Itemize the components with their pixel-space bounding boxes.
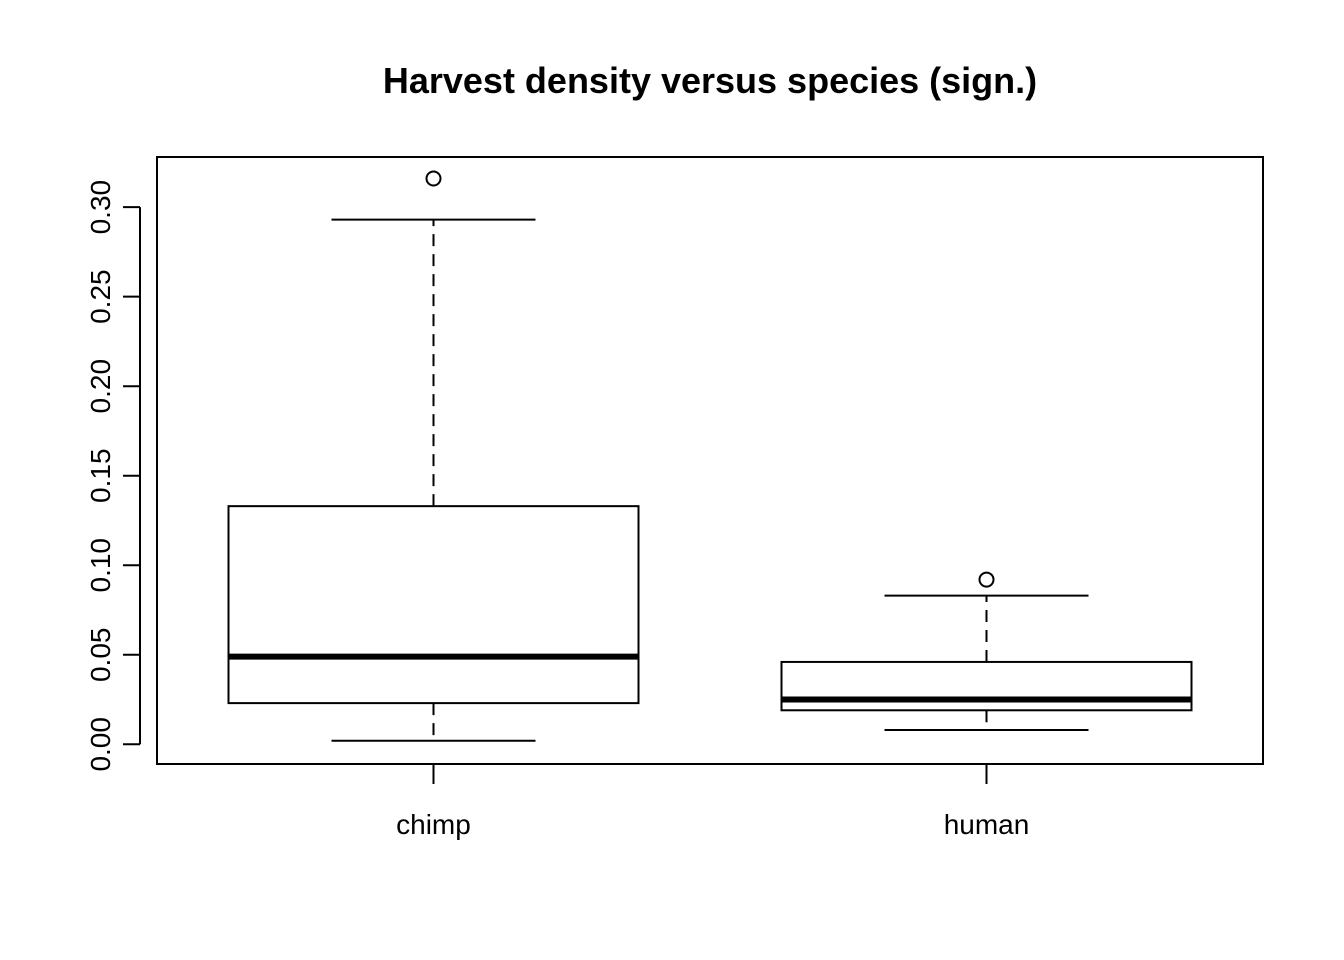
y-tick-label: 0.05: [85, 628, 116, 683]
y-tick-label: 0.15: [85, 448, 116, 503]
box-human: [780, 571, 1193, 731]
y-tick-label: 0.30: [85, 180, 116, 235]
y-tick-label: 0.25: [85, 269, 116, 324]
iqr-box: [780, 660, 1193, 712]
x-tick-label-chimp: chimp: [396, 809, 471, 840]
boxes-layer: [227, 170, 1193, 742]
plot-frame: [156, 156, 1264, 765]
y-tick-label: 0.10: [85, 538, 116, 593]
x-tick-label-human: human: [944, 809, 1030, 840]
iqr-box: [227, 505, 640, 705]
y-tick-label: 0.20: [85, 359, 116, 414]
y-tick-label: 0.00: [85, 717, 116, 772]
outlier-point: [425, 170, 442, 187]
box-chimp: [227, 170, 640, 742]
outlier-point: [978, 571, 995, 588]
y-axis: 0.00 0.05 0.10 0.15 0.20 0.25 0.30: [85, 180, 141, 772]
x-axis: chimp human: [396, 764, 1029, 840]
chart-title: Harvest density versus species (sign.): [383, 60, 1037, 101]
